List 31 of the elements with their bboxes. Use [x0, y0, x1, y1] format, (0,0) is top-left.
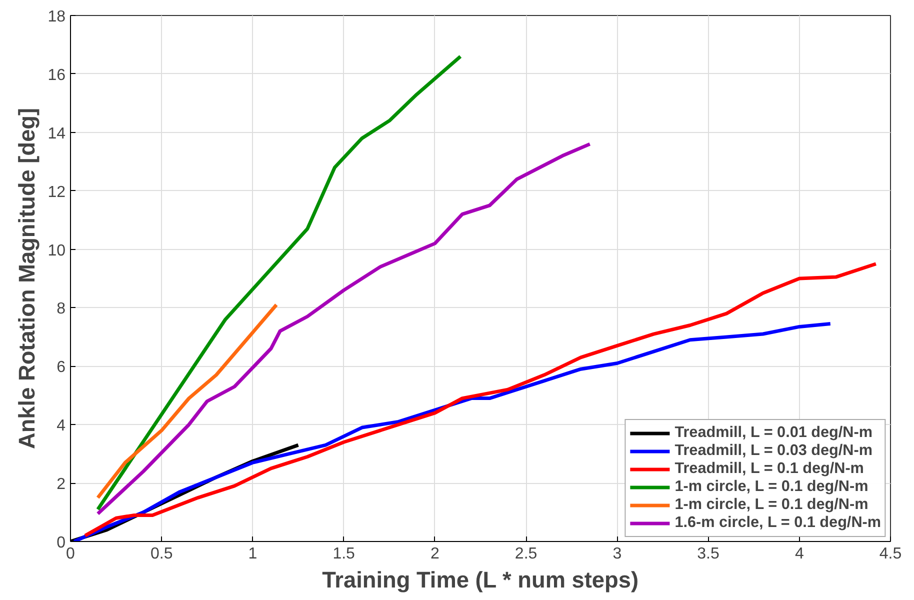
line-series — [96, 303, 278, 500]
x-tick-label: 0.5 — [150, 546, 173, 562]
line-series — [96, 142, 592, 516]
y-tick-label: 4 — [56, 418, 66, 435]
x-axis-title: Training Time (L * num steps) — [322, 566, 638, 592]
x-tick-label: 4 — [794, 546, 804, 562]
legend-label: Treadmill, L = 0.03 deg/N-m — [674, 442, 872, 460]
y-tick-label: 14 — [48, 125, 66, 142]
y-tick-label: 6 — [56, 359, 66, 376]
y-tick-label: 12 — [48, 184, 66, 201]
y-tick-label: 8 — [56, 300, 66, 318]
x-tick-label: 1 — [248, 546, 258, 562]
x-tick-label: 2.5 — [514, 546, 538, 562]
x-tick-label: 3.5 — [697, 546, 720, 562]
legend-label: 1.6-m circle, L = 0.1 deg/N-m — [674, 514, 881, 532]
x-tick-label: 3 — [612, 546, 622, 562]
legend-label: Treadmill, L = 0.01 deg/N-m — [674, 424, 872, 442]
line-series — [96, 54, 462, 512]
y-tick-label: 2 — [56, 476, 66, 494]
legend-label: 1-m circle, L = 0.1 deg/N-m — [674, 478, 868, 496]
y-tick-label: 18 — [48, 8, 66, 26]
line-series — [83, 262, 878, 538]
x-tick-label: 1.5 — [332, 546, 356, 562]
legend-label: 1-m circle, L = 0.1 deg/N-m — [674, 496, 868, 514]
y-tick-label: 10 — [48, 242, 66, 260]
legend-label: Treadmill, L = 0.1 deg/N-m — [674, 460, 864, 478]
x-tick-label: 4.5 — [879, 546, 902, 562]
y-tick-label: 0 — [56, 534, 66, 552]
y-axis-title: Ankle Rotation Magnitude [deg] — [14, 108, 40, 450]
x-tick-label: 2 — [430, 546, 440, 562]
y-tick-label: 16 — [48, 66, 66, 84]
